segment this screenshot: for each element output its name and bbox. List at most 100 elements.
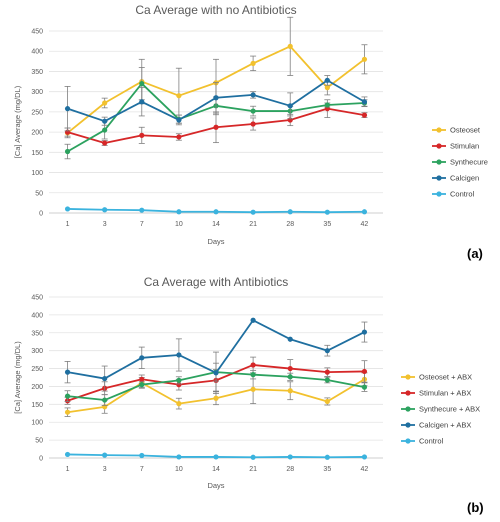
chart-title: Ca Average with Antibiotics <box>144 275 289 289</box>
data-point <box>102 100 108 106</box>
data-point <box>287 454 293 460</box>
y-tick-label: 200 <box>31 130 43 137</box>
series-calcigen-abx <box>64 317 368 395</box>
y-tick-label: 450 <box>31 29 43 36</box>
legend-label: Synthecure + ABX <box>419 405 480 414</box>
legend-label: Control <box>419 437 444 446</box>
x-tick-label: 42 <box>361 466 369 473</box>
data-point <box>324 377 330 383</box>
x-tick-label: 1 <box>66 466 70 473</box>
series-stimulan <box>64 99 368 146</box>
data-point <box>64 451 71 458</box>
data-point <box>287 103 293 109</box>
y-tick-label: 0 <box>39 211 43 218</box>
legend-item: Stimulan + ABX <box>401 389 471 398</box>
legend-item: Calcigen <box>432 174 479 183</box>
y-tick-label: 450 <box>31 295 43 302</box>
x-tick-label: 3 <box>103 221 107 228</box>
chart-title: Ca Average with no Antibiotics <box>135 3 296 17</box>
legend-item: Synthecure + ABX <box>401 405 480 414</box>
data-point <box>287 388 293 394</box>
data-point <box>64 409 71 415</box>
y-tick-label: 150 <box>31 402 43 409</box>
data-point <box>324 454 330 460</box>
y-tick-label: 100 <box>31 420 43 427</box>
x-tick-label: 35 <box>323 221 331 228</box>
legend-label: Stimulan <box>450 142 479 151</box>
legend-swatch-marker <box>436 143 442 149</box>
legend-swatch-marker <box>405 406 411 412</box>
data-point <box>176 93 182 99</box>
data-point <box>176 454 182 460</box>
data-point <box>213 209 219 215</box>
data-point <box>361 329 368 335</box>
data-point <box>361 454 368 460</box>
data-point <box>102 118 108 124</box>
legend-item: Synthecure <box>432 158 488 167</box>
data-point <box>361 368 368 375</box>
data-point <box>176 209 182 215</box>
x-tick-label: 42 <box>361 221 369 228</box>
y-tick-label: 200 <box>31 384 43 391</box>
data-point <box>287 43 293 49</box>
data-point <box>250 60 256 66</box>
data-point <box>361 56 368 62</box>
legend-swatch-marker <box>436 127 442 133</box>
data-point <box>213 395 219 401</box>
legend-swatch-marker <box>436 175 442 181</box>
data-point <box>324 102 330 108</box>
y-tick-label: 400 <box>31 49 43 56</box>
data-point <box>324 398 330 405</box>
data-point <box>250 362 256 368</box>
data-point <box>250 372 256 378</box>
y-axis-label: [Ca] Average (mg/DL) <box>13 85 22 158</box>
y-tick-label: 350 <box>31 330 43 337</box>
legend-label: Osteoset + ABX <box>419 373 472 382</box>
y-tick-label: 350 <box>31 69 43 76</box>
y-tick-label: 400 <box>31 312 43 319</box>
chart-panel-b: Ca Average with Antibiotics 0 50 100 150 200 2… <box>13 275 480 490</box>
data-point <box>250 209 256 215</box>
data-point <box>139 376 145 382</box>
x-tick-label: 14 <box>212 221 220 228</box>
y-tick-label: 250 <box>31 366 43 373</box>
legend-swatch-marker <box>436 159 442 165</box>
data-point <box>139 382 145 388</box>
legend-item: Control <box>401 437 444 446</box>
x-tick-label: 21 <box>249 466 257 473</box>
data-point <box>250 121 256 127</box>
data-point <box>213 95 219 101</box>
data-point <box>287 336 293 342</box>
data-point <box>176 352 182 358</box>
data-point <box>139 207 145 213</box>
data-point <box>139 99 145 105</box>
chart-panel-a: Ca Average with no Antibiotics 0 50 100 150 2… <box>13 3 488 246</box>
legend: Osteoset Stimulan Synthecure Calcigen Contro… <box>432 126 488 199</box>
legend-item: Osteoset <box>432 126 481 135</box>
data-point <box>250 386 256 392</box>
data-point <box>139 355 145 361</box>
data-point <box>287 365 293 372</box>
x-tick-label: 10 <box>175 221 183 228</box>
x-tick-label: 35 <box>323 466 331 473</box>
legend-label: Synthecure <box>450 158 488 167</box>
data-point <box>361 209 368 215</box>
data-point <box>176 117 182 123</box>
x-tick-label: 21 <box>249 221 257 228</box>
data-point <box>64 106 71 112</box>
panel-label-a: (a) <box>467 246 483 261</box>
series-control <box>64 206 368 215</box>
series-calcigen <box>64 75 368 132</box>
x-tick-label: 7 <box>140 221 144 228</box>
data-point <box>176 401 182 407</box>
data-point <box>102 375 108 382</box>
series-control <box>64 451 368 460</box>
legend-swatch-marker <box>405 390 411 396</box>
data-point <box>102 452 108 458</box>
legend: Osteoset + ABX Stimulan + ABX Synthecure +… <box>401 373 480 446</box>
legend-swatch-marker <box>405 438 411 444</box>
x-tick-label: 28 <box>286 466 294 473</box>
data-point <box>102 140 108 146</box>
y-tick-label: 300 <box>31 348 43 355</box>
data-point <box>324 85 330 91</box>
